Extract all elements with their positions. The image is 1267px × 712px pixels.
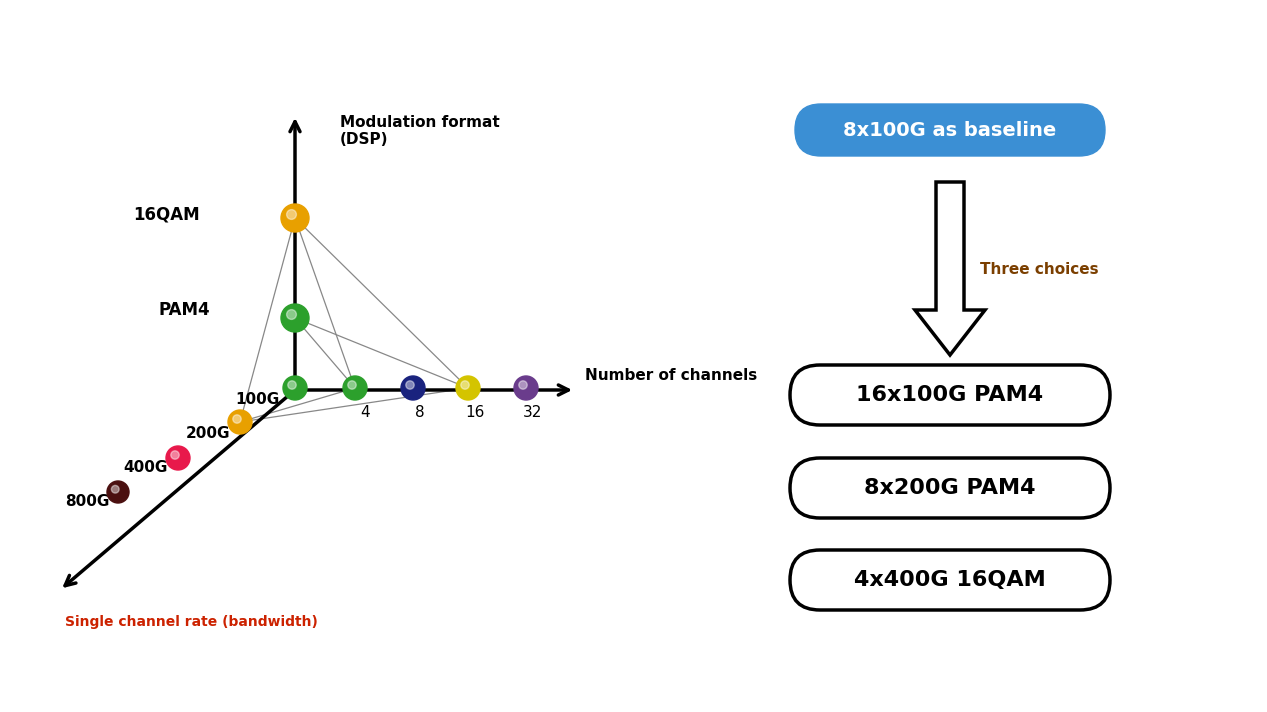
Circle shape [166, 446, 190, 470]
Circle shape [405, 381, 414, 389]
Circle shape [288, 381, 296, 389]
FancyBboxPatch shape [791, 550, 1110, 610]
Circle shape [106, 481, 129, 503]
Text: 16: 16 [465, 405, 485, 420]
Text: 200G: 200G [185, 426, 231, 441]
Circle shape [281, 304, 309, 332]
Circle shape [283, 376, 307, 400]
Text: Three choices: Three choices [979, 263, 1098, 278]
Circle shape [343, 376, 367, 400]
Circle shape [518, 381, 527, 389]
Text: 32: 32 [523, 405, 542, 420]
Polygon shape [915, 182, 984, 355]
FancyBboxPatch shape [791, 365, 1110, 425]
Text: 16QAM: 16QAM [133, 206, 200, 224]
Circle shape [461, 381, 469, 389]
Circle shape [348, 381, 356, 389]
Circle shape [286, 209, 296, 219]
Circle shape [228, 410, 252, 434]
Text: PAM4: PAM4 [158, 301, 210, 319]
Text: 800G: 800G [66, 495, 110, 510]
Circle shape [514, 376, 538, 400]
Text: 4: 4 [360, 405, 370, 420]
Circle shape [286, 310, 296, 320]
FancyBboxPatch shape [794, 104, 1105, 156]
Text: 8x200G PAM4: 8x200G PAM4 [864, 478, 1035, 498]
Circle shape [233, 415, 241, 423]
Circle shape [281, 204, 309, 232]
Text: 16x100G PAM4: 16x100G PAM4 [856, 385, 1044, 405]
FancyBboxPatch shape [791, 458, 1110, 518]
Text: 8x100G as baseline: 8x100G as baseline [844, 120, 1057, 140]
Circle shape [400, 376, 424, 400]
Text: Modulation format
(DSP): Modulation format (DSP) [340, 115, 499, 147]
Circle shape [111, 486, 119, 493]
Text: Number of channels: Number of channels [585, 367, 758, 382]
Text: 8: 8 [416, 405, 424, 420]
Text: 100G: 100G [236, 392, 280, 407]
Text: 400G: 400G [124, 459, 169, 474]
Text: 4x400G 16QAM: 4x400G 16QAM [854, 570, 1045, 590]
Circle shape [171, 451, 179, 459]
Text: Single channel rate (bandwidth): Single channel rate (bandwidth) [65, 615, 318, 629]
Circle shape [456, 376, 480, 400]
